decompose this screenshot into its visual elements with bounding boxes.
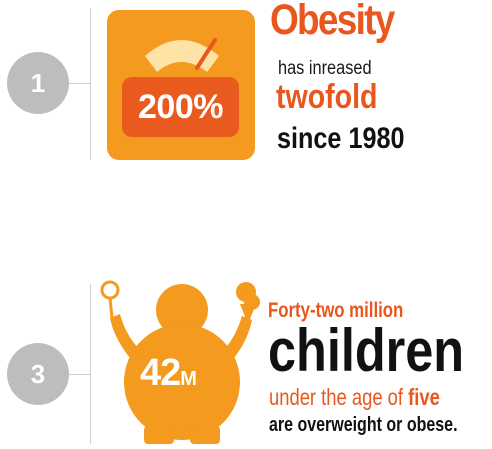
- stat3-age-prefix: under the age of: [269, 384, 404, 410]
- ice-cream-icon: [236, 282, 260, 324]
- timeline-connector-3: [61, 374, 91, 375]
- stat1-since: since 1980: [277, 122, 405, 155]
- timeline-line-3: [90, 284, 91, 444]
- stat3-headline: Forty-two million: [268, 299, 404, 322]
- step-number-3: 3: [7, 343, 69, 405]
- step-number-1: 1: [7, 52, 69, 114]
- child-figure-label: 42M: [140, 352, 197, 395]
- timeline-line-1: [90, 8, 91, 160]
- figure-value: 42: [140, 352, 181, 394]
- figure-unit: M: [180, 368, 197, 390]
- percent-badge: 200%: [122, 77, 239, 137]
- stat1-emphasis: twofold: [276, 78, 378, 116]
- stat1-sub: has inreased: [278, 58, 372, 79]
- stat1-title: Obesity: [270, 0, 395, 44]
- stat3-tail: are overweight or obese.: [269, 414, 458, 436]
- child-figure-icon: [96, 262, 264, 444]
- stat3-big-word: children: [268, 317, 465, 384]
- stat3-age-line: under the age of five: [269, 384, 440, 411]
- stat3-age-word: five: [408, 384, 440, 410]
- timeline-connector-1: [61, 83, 91, 84]
- rattle-icon: [100, 280, 120, 319]
